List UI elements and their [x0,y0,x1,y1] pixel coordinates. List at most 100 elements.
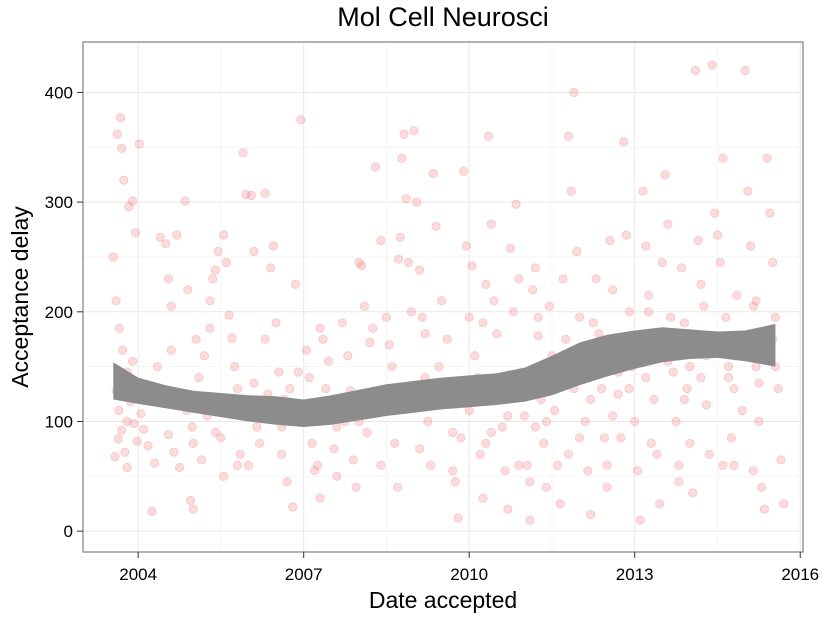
x-tick-label: 2004 [119,565,157,584]
data-point [397,153,407,163]
x-axis-ticks: 2004 2007 2010 2013 2016 [119,552,819,584]
data-point [428,169,438,179]
data-point [321,383,331,394]
data-point [260,334,270,344]
data-point [448,427,458,438]
data-point [128,196,138,206]
data-point [723,361,734,372]
data-point [163,429,174,440]
x-tick-label: 2016 [781,565,819,584]
data-point [420,329,430,339]
data-point [205,323,215,333]
data-point [113,434,123,444]
data-point [602,482,612,492]
data-point [737,405,747,416]
data-point [216,433,226,443]
data-point [406,307,416,317]
data-point [663,219,673,229]
data-point [613,389,623,399]
data-point [448,466,458,476]
data-point [748,466,758,476]
data-point [646,438,656,448]
data-point [288,502,298,512]
y-tick-label: 300 [45,193,73,212]
x-tick-label: 2013 [616,565,654,584]
data-point [112,129,122,139]
data-point [241,189,251,200]
data-point [674,477,684,487]
data-point [163,274,174,284]
data-point [478,493,488,503]
data-point [132,436,142,446]
data-point [514,274,524,284]
data-point [693,235,703,246]
data-point [754,378,764,388]
data-point [503,504,513,514]
data-point [370,162,380,172]
data-point [436,296,447,306]
data-point [249,246,259,257]
data-point [456,433,466,443]
data-point [194,372,204,383]
data-point [591,274,601,284]
data-point [530,422,541,432]
data-point [525,515,535,525]
data-point [544,301,554,311]
data-point [315,323,325,333]
data-point [393,254,404,264]
data-point [255,438,265,448]
data-point [307,438,317,448]
data-point [183,285,193,295]
data-point [224,310,234,320]
data-point [630,416,640,427]
data-point [707,60,717,70]
data-point [638,186,648,196]
data-point [671,416,681,427]
data-point [381,312,391,322]
data-point [323,356,334,366]
data-point [459,166,469,176]
data-point [464,312,474,322]
data-point [232,460,243,470]
data-point [285,383,295,394]
data-point [729,383,739,394]
data-point [155,232,165,242]
data-point [304,372,314,383]
data-point [431,221,441,231]
data-point [566,186,576,196]
data-point [759,504,770,514]
plot-background [83,42,803,552]
data-point [619,137,629,147]
data-point [235,449,245,459]
data-point [530,263,541,273]
y-axis-ticks: 0 100 200 300 400 [45,83,83,541]
data-point [136,409,146,419]
data-point [585,510,596,520]
data-point [219,471,229,481]
data-point [265,263,276,273]
data-point [641,241,651,251]
data-point [387,361,397,372]
data-point [643,307,654,317]
data-point [605,235,615,246]
data-point [134,139,144,149]
data-point [541,416,552,427]
data-point [696,372,706,383]
data-point [122,416,132,427]
data-point [274,367,284,377]
data-point [624,383,634,394]
data-point [660,170,670,180]
data-point [525,477,535,487]
data-point [329,444,339,454]
data-point [676,263,687,273]
data-point [635,515,645,525]
data-point [114,323,125,333]
data-point [574,433,585,443]
minor-gridlines [83,42,803,552]
data-point [608,285,618,295]
data-point [119,175,129,185]
chart-title: Mol Cell Neurosci [337,2,549,32]
data-point [685,361,695,372]
data-point [368,323,378,333]
